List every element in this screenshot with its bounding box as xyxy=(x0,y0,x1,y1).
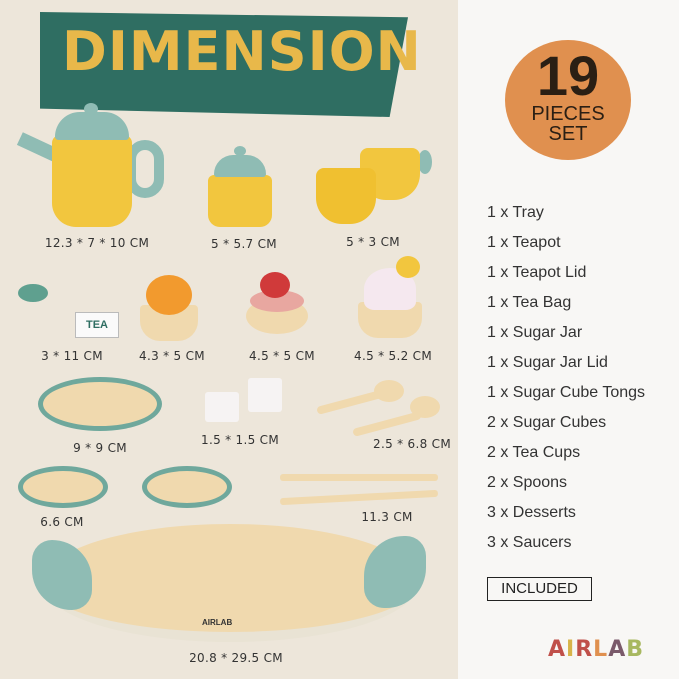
dimension-dessert-1: 4.3 * 5 CM xyxy=(139,349,205,363)
dimension-panel: DIMENSION TEA xyxy=(0,0,458,679)
dimension-tea-cup: 5 * 3 CM xyxy=(346,235,400,249)
contents-list: 1 x Tray 1 x Teapot 1 x Teapot Lid 1 x T… xyxy=(487,202,645,562)
tray-logo: AIRLAB xyxy=(202,618,233,627)
dimension-tongs: 11.3 CM xyxy=(361,510,413,524)
logo-letter: A xyxy=(608,637,627,662)
list-item: 1 x Sugar Jar Lid xyxy=(487,354,608,371)
dimension-spoon: 2.5 * 6.8 CM xyxy=(373,437,451,451)
sugar-cubes-image xyxy=(205,392,239,422)
list-item: 2 x Tea Cups xyxy=(487,444,581,461)
dimension-dessert-2: 4.5 * 5 CM xyxy=(249,349,315,363)
saucer-image xyxy=(18,466,108,508)
list-item: 1 x Sugar Jar xyxy=(487,324,583,341)
airlab-logo: AIRLAB xyxy=(548,637,644,662)
logo-letter: A xyxy=(548,637,567,662)
list-item: 2 x Sugar Cubes xyxy=(487,414,607,431)
set-label: SET xyxy=(548,123,588,145)
pieces-count: 19 xyxy=(536,44,600,107)
list-item: 1 x Teapot xyxy=(487,234,561,251)
saucer-large-image xyxy=(38,377,162,431)
list-item: 1 x Tray xyxy=(487,204,544,221)
pieces-label: PIECES xyxy=(531,103,605,125)
dimension-tray: 20.8 * 29.5 CM xyxy=(189,651,283,665)
dimension-tea-bag: 3 * 11 CM xyxy=(41,349,103,363)
dimension-sugar-jar: 5 * 5.7 CM xyxy=(211,237,277,251)
tea-tag: TEA xyxy=(75,312,119,338)
logo-letter: B xyxy=(626,637,645,662)
included-label: INCLUDED xyxy=(487,577,592,601)
dimension-saucer-large: 9 * 9 CM xyxy=(73,441,127,455)
banner-title: DIMENSION xyxy=(62,20,422,83)
dimension-dessert-3: 4.5 * 5.2 CM xyxy=(354,349,432,363)
list-item: 1 x Tea Bag xyxy=(487,294,572,311)
logo-letter: I xyxy=(566,637,576,662)
list-item: 2 x Spoons xyxy=(487,474,568,491)
list-item: 1 x Teapot Lid xyxy=(487,264,587,281)
logo-letter: R xyxy=(575,637,594,662)
dimension-sugar-cube: 1.5 * 1.5 CM xyxy=(201,433,279,447)
sugar-cube xyxy=(248,378,282,412)
list-item: 3 x Desserts xyxy=(487,504,576,521)
list-item: 1 x Sugar Cube Tongs xyxy=(487,384,646,401)
logo-letter: L xyxy=(593,637,609,662)
dimension-banner xyxy=(40,12,408,117)
list-item: 3 x Saucers xyxy=(487,534,572,551)
dimension-saucer: 6.6 CM xyxy=(40,515,84,529)
pieces-badge: 19 PIECES SET xyxy=(505,40,631,160)
dimension-teapot: 12.3 * 7 * 10 CM xyxy=(44,236,150,250)
saucer-image xyxy=(142,466,232,508)
